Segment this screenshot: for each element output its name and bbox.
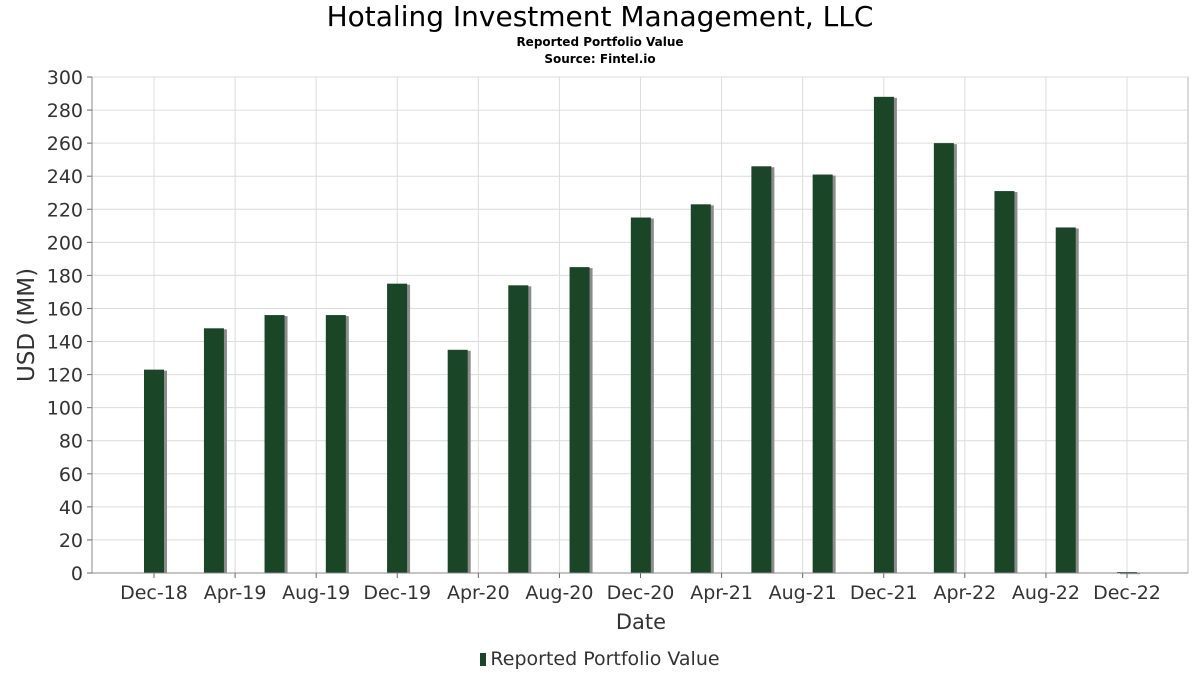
x-tick-label: Dec-19 (363, 582, 431, 604)
bar (264, 315, 285, 573)
y-tick-label: 240 (47, 166, 83, 188)
y-tick-label: 60 (59, 464, 83, 486)
y-tick-label: 20 (59, 530, 83, 552)
bar (751, 166, 772, 573)
y-tick-label: 220 (47, 199, 83, 221)
y-tick-label: 300 (47, 67, 83, 89)
x-tick-label: Dec-21 (850, 582, 918, 604)
y-tick-label: 200 (47, 232, 83, 254)
y-tick-label: 100 (47, 398, 83, 420)
bar (325, 315, 346, 573)
legend: Reported Portfolio Value (0, 647, 1200, 671)
y-tick-label: 40 (59, 497, 83, 519)
chart-subtitle: Reported Portfolio Value (516, 35, 684, 49)
x-tick-label: Aug-22 (1012, 582, 1080, 604)
y-tick-label: 80 (59, 431, 83, 453)
x-tick-label: Aug-19 (282, 582, 350, 604)
x-tick-label: Dec-20 (607, 582, 675, 604)
x-tick-label: Aug-20 (525, 582, 593, 604)
y-tick-label: 160 (47, 298, 83, 320)
x-tick-label: Aug-21 (769, 582, 837, 604)
chart-source: Source: Fintel.io (544, 52, 656, 66)
bar (873, 96, 894, 573)
bar (387, 283, 408, 573)
bar (812, 174, 833, 573)
legend-label: Reported Portfolio Value (490, 648, 720, 670)
bar-shadow (1120, 573, 1140, 575)
x-tick-label: Dec-22 (1093, 582, 1161, 604)
bar (630, 217, 651, 574)
bar (1055, 227, 1076, 573)
bar (508, 285, 529, 573)
y-tick-label: 180 (47, 265, 83, 287)
y-axis-title: USD (MM) (14, 268, 40, 382)
x-tick-label: Apr-20 (447, 582, 510, 604)
y-tick-label: 0 (71, 563, 83, 585)
y-tick-label: 260 (47, 133, 83, 155)
x-tick-label: Apr-19 (204, 582, 267, 604)
bar (203, 328, 224, 573)
bar (994, 191, 1015, 573)
x-tick-label: Apr-21 (690, 582, 753, 604)
bar (144, 369, 164, 573)
x-tick-label: Apr-22 (933, 582, 996, 604)
legend-swatch (480, 653, 487, 666)
bar (447, 349, 468, 573)
x-axis-title: Date (616, 610, 666, 634)
chart-title: Hotaling Investment Management, LLC (326, 0, 874, 33)
y-tick-label: 280 (47, 100, 83, 122)
bars (144, 96, 1140, 575)
x-tick-label: Dec-18 (120, 582, 188, 604)
bar (690, 204, 711, 573)
y-tick-label: 120 (47, 365, 83, 387)
y-tick-label: 140 (47, 332, 83, 354)
axes: 0 20 40 60 80 100 120 140 160 180 200 220 240 260 280 3… (47, 67, 1188, 604)
bar (933, 143, 954, 573)
bar (569, 267, 590, 573)
